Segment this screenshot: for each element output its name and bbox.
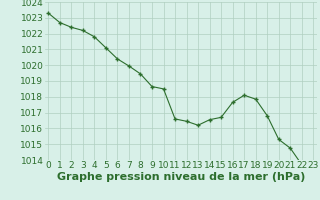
X-axis label: Graphe pression niveau de la mer (hPa): Graphe pression niveau de la mer (hPa) [57,172,305,182]
